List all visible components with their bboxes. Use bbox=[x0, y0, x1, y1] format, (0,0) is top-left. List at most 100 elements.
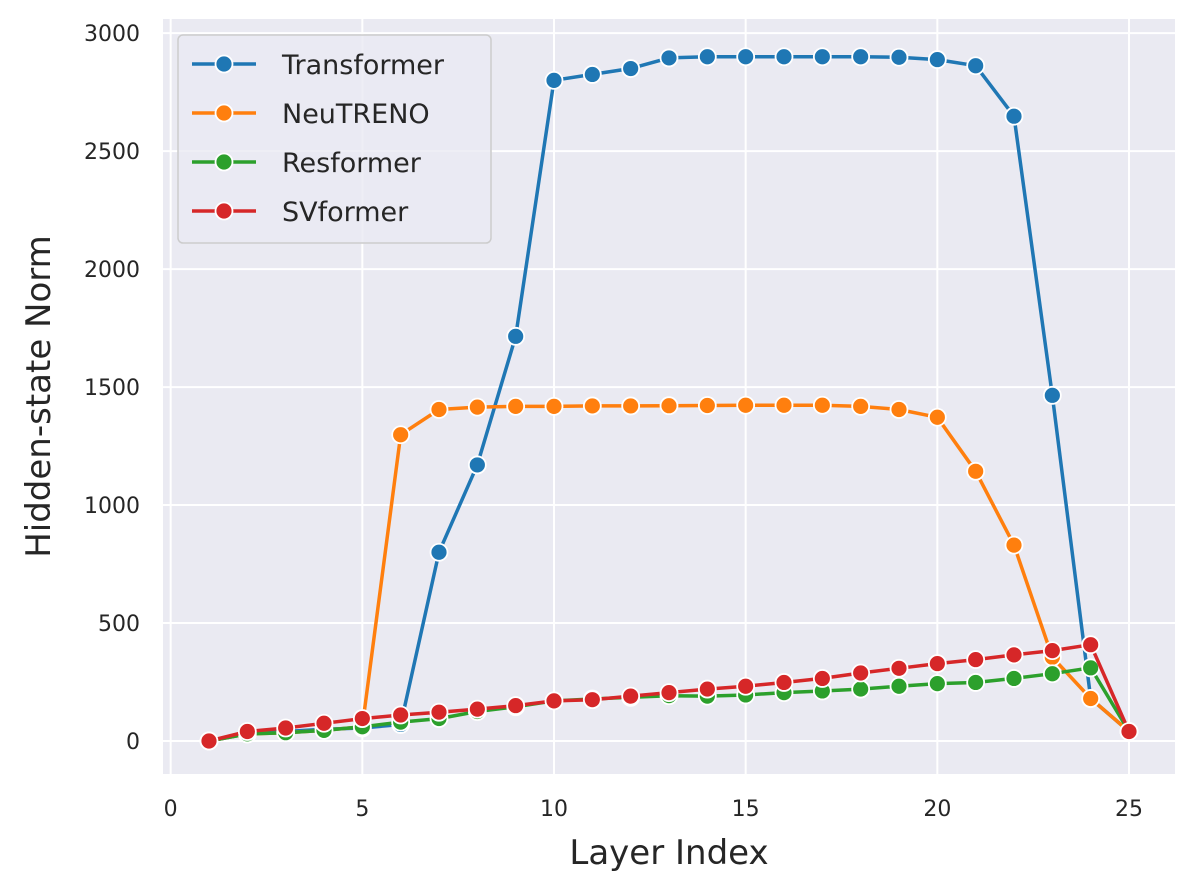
data-point bbox=[1081, 689, 1101, 708]
legend-frame bbox=[177, 34, 492, 244]
y-tick-label: 1000 bbox=[84, 494, 140, 519]
data-point bbox=[1004, 535, 1024, 555]
data-point bbox=[889, 676, 909, 696]
data-point bbox=[851, 679, 871, 699]
data-point bbox=[659, 396, 679, 416]
data-point bbox=[889, 47, 909, 67]
y-tick-label: 2500 bbox=[84, 140, 140, 165]
legend: Transformer NeuTRENO Resformer SVformer bbox=[177, 34, 492, 244]
legend-marker bbox=[214, 54, 234, 74]
data-point bbox=[237, 722, 257, 741]
data-point bbox=[314, 713, 334, 733]
data-point bbox=[582, 396, 602, 416]
data-point bbox=[966, 461, 986, 481]
y-tick-label: 0 bbox=[126, 730, 140, 755]
data-point bbox=[1004, 106, 1024, 126]
y-tick-label: 1500 bbox=[84, 376, 140, 401]
data-point bbox=[1042, 641, 1062, 661]
data-point bbox=[429, 702, 449, 722]
data-point bbox=[1119, 722, 1139, 741]
data-point bbox=[429, 400, 449, 419]
data-point bbox=[927, 674, 947, 694]
data-point bbox=[621, 59, 641, 78]
data-point bbox=[352, 709, 372, 728]
gridlines bbox=[163, 19, 1175, 774]
data-point bbox=[659, 48, 679, 68]
data-point bbox=[391, 425, 411, 445]
data-point bbox=[544, 397, 564, 416]
data-point bbox=[774, 395, 794, 415]
x-tick-label: 15 bbox=[732, 797, 760, 822]
data-point bbox=[506, 326, 526, 346]
legend-label: Resformer bbox=[282, 148, 422, 179]
data-point bbox=[736, 676, 756, 696]
data-point bbox=[927, 407, 947, 427]
x-tick-label: 5 bbox=[355, 797, 369, 822]
data-point bbox=[544, 70, 564, 90]
data-point bbox=[582, 65, 602, 84]
legend-label: NeuTRENO bbox=[282, 99, 430, 130]
y-axis-ticks: 0 500 1000 1500 2000 2500 3000 bbox=[84, 22, 140, 755]
legend-item: Transformer bbox=[192, 50, 445, 81]
data-point bbox=[467, 397, 487, 417]
x-tick-label: 20 bbox=[923, 797, 951, 822]
data-point bbox=[697, 679, 717, 699]
data-point bbox=[812, 669, 832, 688]
data-point bbox=[851, 663, 871, 683]
data-point bbox=[851, 47, 871, 67]
data-point bbox=[276, 718, 296, 738]
data-point bbox=[1042, 664, 1062, 684]
data-point bbox=[1004, 645, 1024, 665]
x-axis-ticks: 0 5 10 15 20 25 bbox=[164, 797, 1143, 822]
data-point bbox=[1081, 635, 1101, 655]
data-point bbox=[851, 397, 871, 416]
x-tick-label: 25 bbox=[1115, 797, 1143, 822]
data-point bbox=[889, 658, 909, 678]
legend-marker bbox=[214, 201, 234, 221]
data-point bbox=[812, 395, 832, 415]
data-point bbox=[199, 731, 219, 751]
data-point bbox=[429, 542, 449, 562]
data-point bbox=[736, 47, 756, 67]
data-point bbox=[621, 396, 641, 416]
legend-item: NeuTRENO bbox=[192, 99, 430, 130]
data-point bbox=[774, 47, 794, 67]
y-axis-label: Hidden-state Norm bbox=[19, 235, 59, 558]
data-point bbox=[966, 56, 986, 76]
data-point bbox=[1004, 669, 1024, 688]
legend-marker bbox=[214, 103, 234, 123]
series-layer bbox=[199, 47, 1139, 751]
y-tick-label: 2000 bbox=[84, 258, 140, 283]
x-tick-label: 10 bbox=[540, 797, 568, 822]
data-point bbox=[812, 47, 832, 67]
data-point bbox=[774, 673, 794, 692]
data-point bbox=[697, 396, 717, 415]
data-point bbox=[391, 705, 411, 725]
data-point bbox=[736, 395, 756, 415]
x-tick-label: 0 bbox=[164, 797, 178, 822]
x-axis-label: Layer Index bbox=[569, 833, 768, 873]
data-point bbox=[966, 673, 986, 692]
data-point bbox=[582, 690, 602, 710]
data-point bbox=[927, 50, 947, 69]
data-point bbox=[621, 686, 641, 706]
legend-item: Resformer bbox=[192, 148, 422, 179]
data-point bbox=[544, 691, 564, 711]
data-point bbox=[697, 47, 717, 67]
data-point bbox=[927, 654, 947, 673]
data-point bbox=[467, 455, 487, 475]
series-svformer bbox=[199, 635, 1139, 751]
legend-item: SVformer bbox=[192, 197, 409, 228]
data-point bbox=[889, 400, 909, 419]
data-point bbox=[506, 696, 526, 715]
data-point bbox=[966, 650, 986, 669]
legend-label: Transformer bbox=[281, 50, 445, 81]
data-point bbox=[659, 683, 679, 703]
legend-label: SVformer bbox=[282, 197, 409, 228]
y-tick-label: 500 bbox=[98, 612, 140, 637]
legend-marker bbox=[214, 152, 234, 172]
data-point bbox=[467, 699, 487, 719]
data-point bbox=[506, 397, 526, 416]
y-tick-label: 3000 bbox=[84, 22, 140, 47]
